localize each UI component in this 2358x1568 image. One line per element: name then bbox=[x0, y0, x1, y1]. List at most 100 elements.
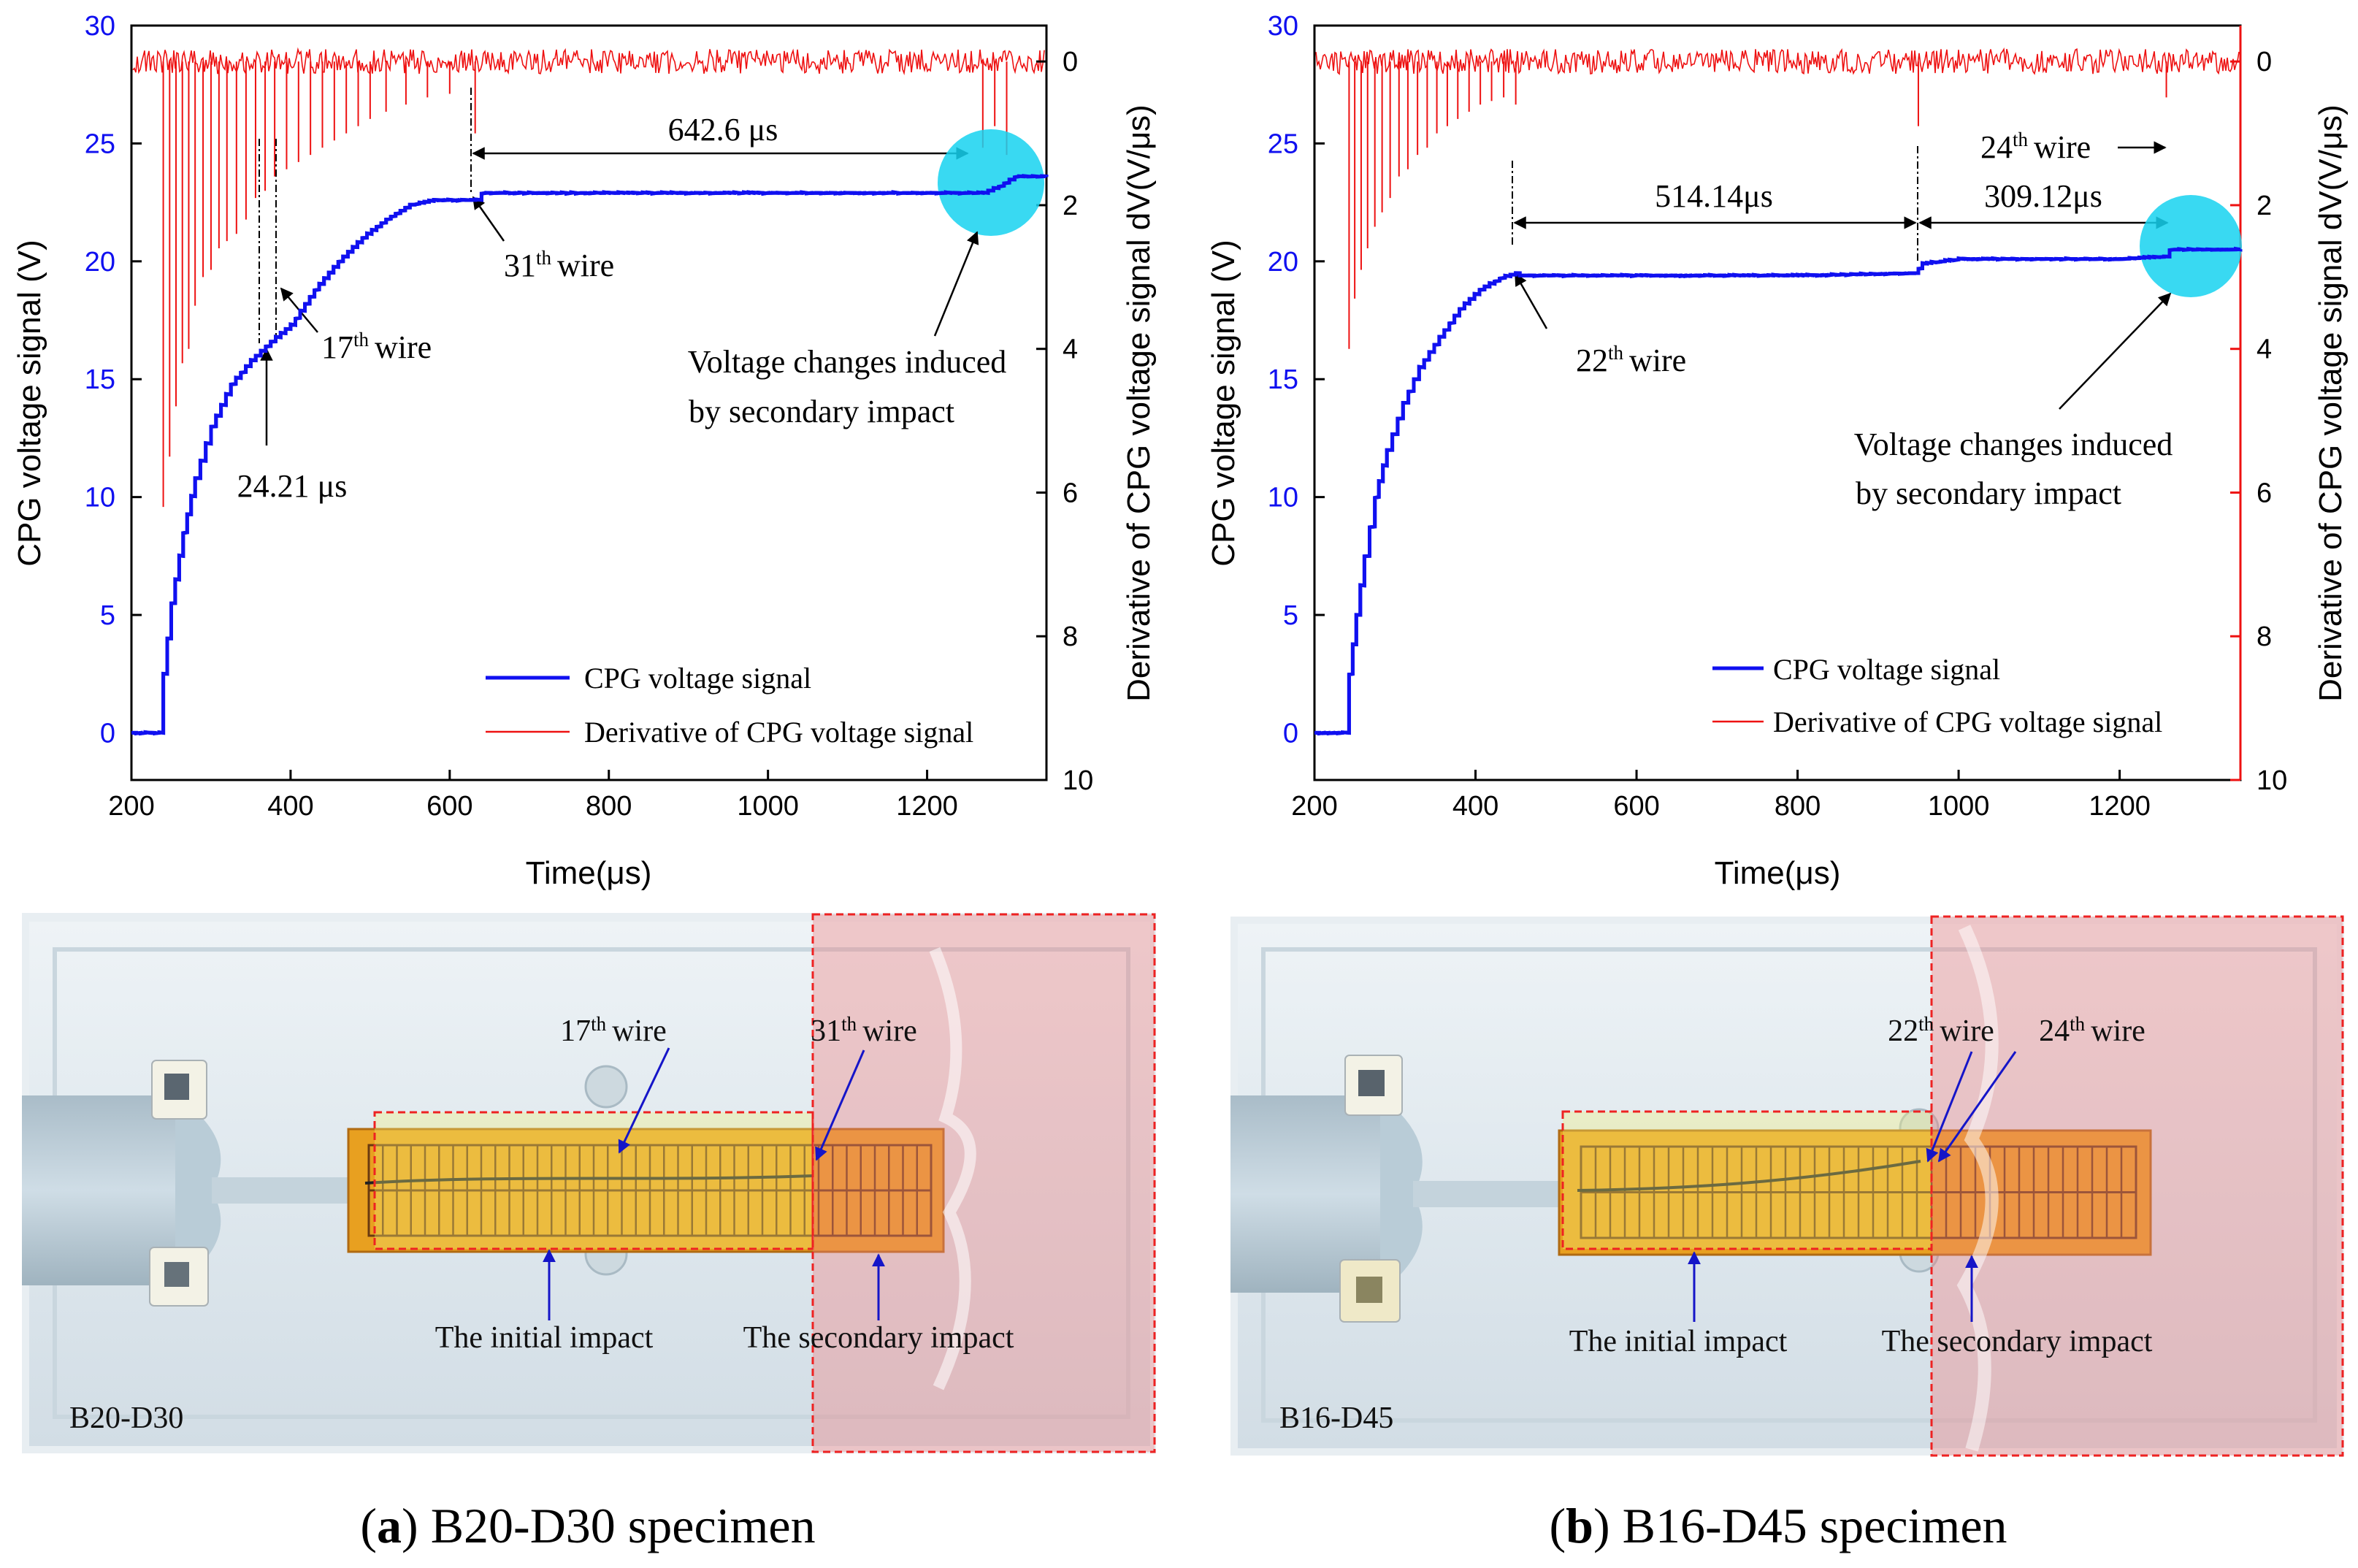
secondary-text2-a: by secondary impact bbox=[689, 394, 954, 429]
launcher-mouth-a bbox=[175, 1095, 221, 1285]
photo-wire31-label-a: 31th wire bbox=[811, 1013, 917, 1048]
y2-tick-label-2: 2 bbox=[1063, 191, 1078, 221]
initial-impact-box-b bbox=[1561, 1110, 1933, 1250]
x-tick-label-200: 200 bbox=[1291, 791, 1337, 822]
wire-grid-a bbox=[367, 1144, 933, 1237]
derivative-series-b bbox=[1315, 47, 2240, 349]
secondary-circle-a bbox=[938, 129, 1044, 236]
secondary-circle-b bbox=[2140, 195, 2242, 297]
x-tick-label-800: 800 bbox=[586, 791, 632, 822]
y-ticks-b: 0 5 10 15 20 25 30 bbox=[1268, 11, 1325, 749]
locating-pin-top-a bbox=[584, 1065, 628, 1109]
photo-wire22-arrow-b bbox=[1926, 1051, 1973, 1163]
y2-tick-label-6: 6 bbox=[2256, 478, 2272, 508]
photo-specimen-label-b: B16-D45 bbox=[1279, 1401, 1393, 1435]
photo-wire24-arrow-b bbox=[1937, 1051, 2017, 1163]
voltage-in-circle-a bbox=[131, 174, 1049, 736]
y-axis-label-a: CPG voltage signal (V) bbox=[12, 240, 47, 567]
interval1-label-b: 514.14μs bbox=[1655, 178, 1773, 214]
channel-a bbox=[212, 1177, 351, 1204]
y2-tick-label-0: 0 bbox=[2256, 47, 2272, 77]
wire22-arrow-b bbox=[1514, 272, 1548, 329]
y2-axis-label-b: Derivative of CPG voltage signal dV(V/μs… bbox=[2313, 104, 2349, 702]
x-tick-label-400: 400 bbox=[1452, 791, 1498, 822]
y-tick-label-25: 25 bbox=[1268, 129, 1298, 159]
y-tick-label-15: 15 bbox=[1268, 364, 1298, 395]
fracture-shard-b bbox=[1956, 925, 1999, 1452]
secondary-arrow-a bbox=[933, 231, 979, 337]
y-ticks-a: 0 5 10 15 20 25 30 bbox=[85, 11, 142, 749]
voltage-in-circle-b bbox=[1314, 246, 2243, 736]
x-axis-label-a: Time(μs) bbox=[526, 855, 652, 891]
y2-axis-label-a: Derivative of CPG voltage signal dV(V/μs… bbox=[1121, 104, 1157, 702]
y-tick-label-10: 10 bbox=[85, 483, 115, 513]
x-tick-label-600: 600 bbox=[426, 791, 472, 822]
panel-a-chart: 200 400 600 800 1000 1200 0 5 10 15 20 25 30 0 2 4 6 8 1… bbox=[12, 11, 1157, 891]
photo-wire17-label-a: 17th wire bbox=[560, 1013, 667, 1048]
sensor-chip-bottom-b bbox=[1356, 1277, 1382, 1303]
y2-tick-label-4: 4 bbox=[2256, 334, 2272, 365]
caption-a: (a) B20-D30 specimen bbox=[360, 1498, 815, 1553]
time-label-a: 24.21 μs bbox=[237, 468, 348, 504]
plot-frame-a bbox=[130, 24, 1048, 781]
photo-specimen-label-a: B20-D30 bbox=[69, 1401, 183, 1435]
derivative-noise bbox=[1315, 47, 2240, 75]
y-tick-label-0: 0 bbox=[1283, 718, 1298, 749]
y2-tick-label-8: 8 bbox=[1063, 622, 1078, 652]
photo-wire31-arrow-a bbox=[815, 1049, 865, 1161]
x-tick-label-1000: 1000 bbox=[737, 791, 799, 822]
y2-tick-label-8: 8 bbox=[2256, 622, 2272, 652]
secondary-text2-b: by secondary impact bbox=[1856, 475, 2121, 511]
wire31-arrow-a bbox=[472, 196, 505, 242]
y2-tick-label-10: 10 bbox=[1063, 765, 1093, 796]
channel-b bbox=[1413, 1181, 1559, 1207]
derivative-noise bbox=[132, 47, 1045, 76]
photo-panel-a: 17th wire 31th wire The initial impact The… bbox=[22, 913, 1156, 1453]
photo-secondary-label-b: The secondary impact bbox=[1882, 1325, 2153, 1358]
x-tick-label-600: 600 bbox=[1613, 791, 1659, 822]
x-tick-label-800: 800 bbox=[1775, 791, 1821, 822]
secondary-text1-a: Voltage changes induced bbox=[688, 344, 1007, 380]
photo-initial-label-b: The initial impact bbox=[1569, 1325, 1788, 1358]
y2-tick-label-2: 2 bbox=[2256, 191, 2272, 221]
secondary-impact-box-b bbox=[1930, 915, 2344, 1457]
x-axis-label-b: Time(μs) bbox=[1715, 855, 1841, 891]
y-tick-label-0: 0 bbox=[100, 718, 115, 749]
wire22-label-b: 22th wire bbox=[1576, 342, 1686, 378]
secondary-impact-box-a bbox=[811, 913, 1156, 1453]
y2-tick-label-6: 6 bbox=[1063, 478, 1078, 508]
interval-label-a: 642.6 μs bbox=[668, 112, 778, 148]
photo-wire24-label-b: 24th wire bbox=[2039, 1013, 2145, 1048]
y-tick-label-20: 20 bbox=[1268, 247, 1298, 278]
panel-b-chart: 200 400 600 800 1000 1200 0 5 10 15 20 25 30 0 2 4 6 8 1… bbox=[1206, 11, 2349, 891]
x-tick-label-400: 400 bbox=[267, 791, 313, 822]
photo-secondary-label-a: The secondary impact bbox=[743, 1321, 1014, 1355]
launcher-mouth-b bbox=[1380, 1095, 1423, 1293]
fracture-shard-a bbox=[929, 946, 976, 1391]
legend-label-voltage-b: CPG voltage signal bbox=[1773, 653, 2000, 686]
x-tick-label-1200: 1200 bbox=[2089, 791, 2151, 822]
x-ticks-b: 200 400 600 800 1000 1200 bbox=[1291, 770, 2151, 822]
photo-wire22-label-b: 22th wire bbox=[1888, 1013, 1994, 1048]
y-tick-label-10: 10 bbox=[1268, 483, 1298, 513]
sensor-chip-top-b bbox=[1358, 1070, 1385, 1096]
sensor-chip-top-a bbox=[164, 1074, 189, 1100]
y-tick-label-30: 30 bbox=[85, 11, 115, 42]
secondary-text1-b: Voltage changes induced bbox=[1854, 427, 2173, 462]
legend-b: CPG voltage signal Derivative of CPG vol… bbox=[1712, 653, 2162, 738]
y2-ticks-b: 0 2 4 6 8 10 bbox=[2230, 47, 2287, 796]
legend-label-derivative-a: Derivative of CPG voltage signal bbox=[584, 716, 973, 749]
crack-line-b bbox=[1577, 1160, 1921, 1192]
photo-panel-b: 22th wire 24th wire The initial impact The… bbox=[1230, 915, 2344, 1457]
y-tick-label-15: 15 bbox=[85, 364, 115, 395]
legend-label-voltage-a: CPG voltage signal bbox=[584, 662, 811, 695]
secondary-arrow-b bbox=[2059, 292, 2172, 410]
x-tick-label-200: 200 bbox=[108, 791, 154, 822]
y-tick-label-20: 20 bbox=[85, 247, 115, 278]
y2-tick-label-4: 4 bbox=[1063, 334, 1078, 365]
photo-wire17-arrow-a bbox=[618, 1047, 670, 1154]
wire24-label-b: 24th wire bbox=[1980, 129, 2091, 165]
y-tick-label-5: 5 bbox=[100, 600, 115, 631]
wire17-label-a: 17th wire bbox=[321, 329, 432, 365]
